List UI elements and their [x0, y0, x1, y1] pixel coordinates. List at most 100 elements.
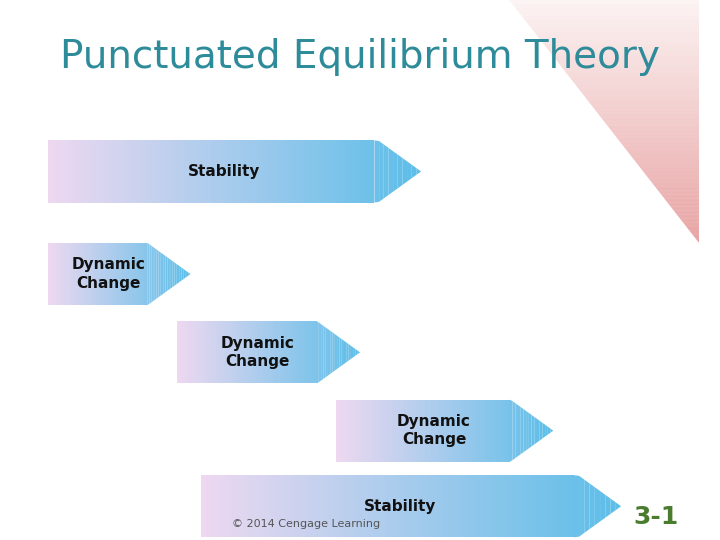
- Polygon shape: [312, 321, 314, 383]
- Polygon shape: [513, 401, 516, 460]
- Polygon shape: [230, 140, 235, 202]
- Polygon shape: [500, 475, 505, 537]
- Polygon shape: [359, 475, 364, 537]
- Polygon shape: [450, 400, 453, 462]
- Polygon shape: [148, 243, 150, 305]
- Polygon shape: [271, 321, 273, 383]
- Polygon shape: [353, 400, 355, 462]
- Polygon shape: [279, 475, 284, 537]
- Polygon shape: [482, 400, 485, 462]
- Polygon shape: [272, 140, 276, 202]
- Polygon shape: [480, 475, 485, 537]
- Polygon shape: [563, 475, 569, 537]
- Polygon shape: [206, 475, 211, 537]
- Polygon shape: [364, 400, 366, 462]
- Polygon shape: [327, 475, 332, 537]
- Polygon shape: [600, 491, 606, 522]
- Polygon shape: [89, 243, 91, 305]
- Polygon shape: [516, 403, 518, 458]
- Polygon shape: [103, 243, 105, 305]
- Polygon shape: [633, 158, 699, 162]
- Polygon shape: [496, 400, 499, 462]
- Polygon shape: [505, 400, 507, 462]
- Polygon shape: [140, 243, 143, 305]
- Polygon shape: [607, 126, 699, 130]
- Polygon shape: [59, 243, 60, 305]
- Polygon shape: [167, 257, 169, 291]
- Polygon shape: [421, 475, 427, 537]
- Polygon shape: [90, 140, 95, 202]
- Polygon shape: [178, 265, 180, 283]
- Polygon shape: [230, 321, 232, 383]
- Polygon shape: [176, 264, 178, 285]
- Polygon shape: [195, 321, 197, 383]
- Polygon shape: [184, 140, 188, 202]
- Polygon shape: [55, 243, 57, 305]
- Polygon shape: [499, 400, 502, 462]
- Polygon shape: [601, 117, 699, 122]
- Polygon shape: [526, 411, 529, 450]
- Polygon shape: [407, 161, 412, 181]
- Polygon shape: [73, 243, 75, 305]
- Polygon shape: [355, 400, 358, 462]
- Polygon shape: [335, 334, 337, 370]
- Polygon shape: [166, 256, 167, 292]
- Polygon shape: [395, 475, 400, 537]
- Polygon shape: [416, 475, 421, 537]
- Polygon shape: [540, 421, 542, 441]
- Polygon shape: [300, 140, 305, 202]
- Polygon shape: [269, 475, 274, 537]
- Polygon shape: [358, 400, 361, 462]
- Polygon shape: [551, 429, 553, 433]
- Polygon shape: [325, 327, 328, 377]
- Polygon shape: [211, 321, 214, 383]
- Polygon shape: [225, 140, 230, 202]
- Polygon shape: [155, 248, 157, 300]
- Polygon shape: [244, 140, 248, 202]
- Polygon shape: [667, 202, 699, 206]
- Polygon shape: [525, 20, 699, 24]
- Polygon shape: [582, 93, 699, 97]
- Polygon shape: [439, 400, 442, 462]
- Polygon shape: [344, 400, 347, 462]
- Text: Dynamic
Change: Dynamic Change: [221, 335, 294, 369]
- Polygon shape: [541, 40, 699, 45]
- Polygon shape: [116, 243, 117, 305]
- Polygon shape: [611, 130, 699, 134]
- Polygon shape: [652, 183, 699, 186]
- Text: 3-1: 3-1: [634, 505, 679, 529]
- Polygon shape: [274, 475, 279, 537]
- Polygon shape: [169, 140, 174, 202]
- Polygon shape: [84, 243, 86, 305]
- Polygon shape: [109, 243, 110, 305]
- Polygon shape: [107, 243, 109, 305]
- Polygon shape: [186, 321, 189, 383]
- Polygon shape: [333, 333, 335, 372]
- Polygon shape: [267, 140, 272, 202]
- Polygon shape: [157, 249, 158, 299]
- Polygon shape: [294, 321, 296, 383]
- Polygon shape: [365, 140, 370, 202]
- Polygon shape: [686, 227, 699, 231]
- Polygon shape: [469, 400, 472, 462]
- Polygon shape: [211, 140, 216, 202]
- Polygon shape: [534, 417, 537, 444]
- Polygon shape: [474, 475, 480, 537]
- Polygon shape: [537, 419, 540, 442]
- Polygon shape: [222, 475, 227, 537]
- Polygon shape: [495, 475, 500, 537]
- Polygon shape: [690, 231, 699, 235]
- Polygon shape: [48, 140, 53, 202]
- Polygon shape: [560, 65, 699, 69]
- Polygon shape: [432, 475, 437, 537]
- Polygon shape: [113, 140, 118, 202]
- Polygon shape: [550, 53, 699, 57]
- Polygon shape: [379, 475, 384, 537]
- Text: Stability: Stability: [364, 499, 436, 514]
- Polygon shape: [397, 154, 402, 188]
- Polygon shape: [162, 253, 163, 295]
- Polygon shape: [150, 245, 151, 303]
- Polygon shape: [292, 321, 294, 383]
- Polygon shape: [554, 57, 699, 60]
- Polygon shape: [309, 140, 314, 202]
